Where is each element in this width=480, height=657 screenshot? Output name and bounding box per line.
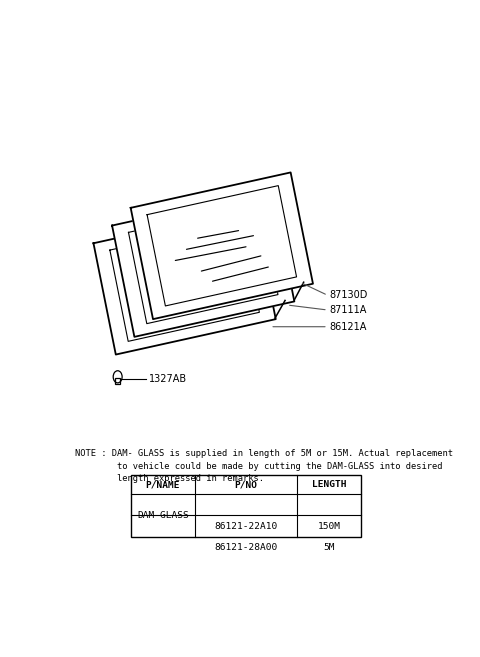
Bar <box>131 475 361 537</box>
Text: DAM-GLASS: DAM-GLASS <box>137 511 189 520</box>
Polygon shape <box>131 172 313 319</box>
Text: NOTE : DAM- GLASS is supplied in length of 5M or 15M. Actual replacement
       : NOTE : DAM- GLASS is supplied in length … <box>75 449 453 483</box>
Text: 150M: 150M <box>318 522 340 531</box>
Text: 1327AB: 1327AB <box>149 374 187 384</box>
Bar <box>115 378 120 384</box>
Text: LENGTH: LENGTH <box>312 480 346 489</box>
Text: 5M: 5M <box>324 543 335 552</box>
Text: 87111A: 87111A <box>330 305 367 315</box>
Text: 87130D: 87130D <box>330 290 368 300</box>
Polygon shape <box>112 190 294 337</box>
Text: 86121A: 86121A <box>330 322 367 332</box>
Polygon shape <box>94 208 276 355</box>
Text: 86121-28A00: 86121-28A00 <box>215 543 277 552</box>
Text: P/NAME: P/NAME <box>146 480 180 489</box>
Text: P/NO: P/NO <box>235 480 257 489</box>
Text: 86121-22A10: 86121-22A10 <box>215 522 277 531</box>
